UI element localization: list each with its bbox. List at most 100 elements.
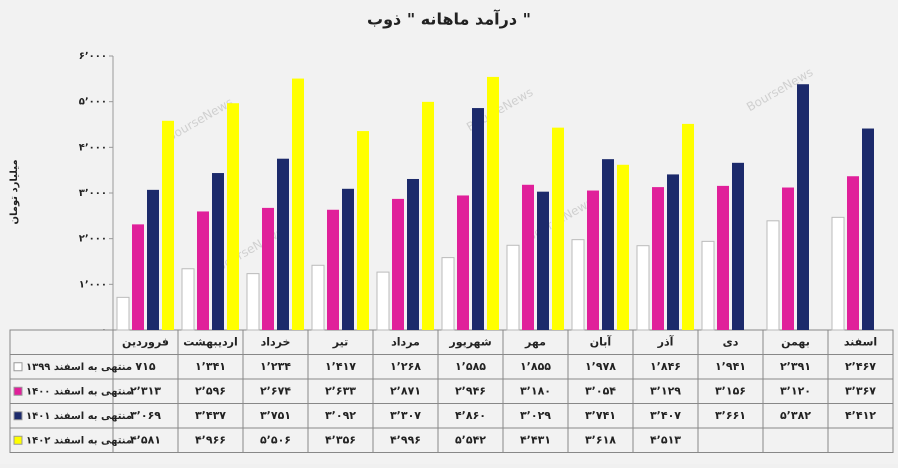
table-value: ۴٬۴۳۱	[520, 433, 551, 446]
table-value: ۲٬۳۹۱	[780, 360, 811, 373]
bar	[422, 101, 434, 330]
bar	[407, 178, 419, 330]
y-tick-label: ۱٬۰۰۰	[79, 279, 107, 290]
bar	[847, 176, 859, 330]
bar	[831, 216, 845, 331]
bar	[162, 120, 174, 331]
legend-label: منتهی به اسفند ۱۴۰۱	[26, 411, 132, 422]
bar	[587, 190, 599, 330]
table-value: ۳٬۱۲۰	[780, 384, 811, 397]
bar	[732, 162, 744, 330]
bar	[522, 184, 534, 330]
bar	[457, 195, 469, 330]
table-value: ۳٬۴۰۷	[650, 409, 681, 422]
x-tick-label: دی	[723, 335, 739, 348]
bar	[602, 159, 614, 330]
table-value: ۷۱۵	[135, 360, 155, 373]
x-tick-label: خرداد	[261, 335, 291, 348]
bar	[441, 257, 455, 331]
y-tick-label: ۲٬۰۰۰	[79, 234, 107, 245]
bar	[617, 164, 629, 330]
bar	[797, 84, 809, 330]
x-tick-label: شهریور	[448, 335, 491, 348]
table-value: ۳٬۱۸۰	[520, 384, 551, 397]
y-axis-title: میلیارد تومان	[9, 159, 20, 224]
x-tick-label: مرداد	[391, 335, 420, 348]
table-value: ۳٬۶۶۱	[715, 409, 746, 422]
table-value: ۳٬۳۶۷	[845, 384, 876, 397]
table-value: ۳٬۰۵۴	[585, 384, 616, 397]
legend-label: منتهی به اسفند ۱۴۰۰	[26, 386, 132, 397]
table-value: ۲٬۵۹۶	[195, 384, 226, 397]
table-value: ۴٬۹۶۶	[195, 433, 226, 446]
bar	[132, 224, 144, 330]
table-value: ۳٬۰۶۹	[130, 409, 161, 422]
chart-title: درآمد ماهانه " ذوب "	[367, 9, 531, 29]
table-value: ۳٬۴۳۷	[195, 409, 226, 422]
bar	[636, 245, 650, 331]
table-value: ۴٬۵۱۳	[650, 433, 681, 446]
legend-swatch	[13, 435, 23, 445]
bar	[212, 173, 224, 330]
bar	[862, 128, 874, 330]
bar	[682, 123, 694, 330]
table-value: ۲٬۴۶۷	[845, 360, 876, 373]
table-value: ۳٬۱۵۶	[715, 384, 746, 397]
table-value: ۱٬۹۷۸	[585, 360, 616, 373]
table-value: ۳٬۶۱۸	[585, 433, 616, 446]
bar	[342, 188, 354, 330]
x-tick-label: مهر	[524, 335, 546, 348]
x-tick-label: اسفند	[844, 335, 877, 348]
bar	[717, 185, 729, 330]
table-value: ۱٬۳۴۱	[195, 360, 226, 373]
table-value: ۴٬۹۹۶	[390, 433, 421, 446]
bar	[376, 271, 390, 331]
bar	[181, 268, 195, 331]
bar	[246, 273, 260, 331]
bar	[311, 264, 325, 331]
table-value: ۴٬۸۶۰	[455, 409, 486, 422]
bar	[506, 244, 520, 331]
x-tick-label: آذر	[657, 334, 674, 348]
table-value: ۴٬۳۵۶	[325, 433, 356, 446]
legend-swatch	[13, 362, 23, 372]
bar	[262, 207, 274, 330]
x-tick-label: تیر	[332, 335, 348, 348]
table-value: ۱٬۸۵۵	[520, 360, 551, 373]
x-tick-label: آبان	[590, 334, 612, 348]
bar	[392, 198, 404, 330]
table-value: ۱٬۴۱۷	[325, 360, 356, 373]
table-value: ۴٬۵۸۱	[130, 433, 161, 446]
table-value: ۳٬۱۲۹	[650, 384, 681, 397]
y-tick-label: ۵٬۰۰۰	[79, 97, 107, 108]
bar	[667, 174, 679, 330]
legend-label: منتهی به اسفند ۱۴۰۲	[26, 435, 132, 446]
table-value: ۵٬۵۴۲	[455, 433, 486, 446]
table-value: ۵٬۳۸۲	[780, 409, 811, 422]
y-tick-label: ۴٬۰۰۰	[79, 142, 107, 153]
bar	[701, 240, 715, 331]
legend-swatch	[13, 411, 23, 421]
table-value: ۳٬۰۲۹	[520, 409, 551, 422]
x-tick-label: فروردین	[122, 335, 169, 348]
y-tick-label: ۶٬۰۰۰	[79, 51, 107, 62]
bar	[327, 209, 339, 330]
table-value: ۱٬۹۴۱	[715, 360, 746, 373]
table	[9, 329, 894, 453]
table-value: ۴٬۴۱۲	[845, 409, 876, 422]
x-tick-label: بهمن	[781, 335, 810, 348]
bar	[147, 189, 159, 330]
bar	[652, 187, 664, 330]
table-value: ۱٬۸۴۶	[650, 360, 681, 373]
bar	[227, 103, 239, 330]
table-value: ۱٬۲۳۴	[260, 360, 291, 373]
table-value: ۱٬۵۸۵	[455, 360, 486, 373]
bar	[552, 127, 564, 330]
table-value: ۲٬۶۳۳	[325, 384, 356, 397]
bar	[197, 211, 209, 330]
table-value: ۱٬۲۶۸	[390, 360, 421, 373]
x-tick-label: اردیبهشت	[183, 335, 237, 348]
table-value: ۳٬۳۰۷	[390, 409, 421, 422]
bar	[472, 108, 484, 330]
